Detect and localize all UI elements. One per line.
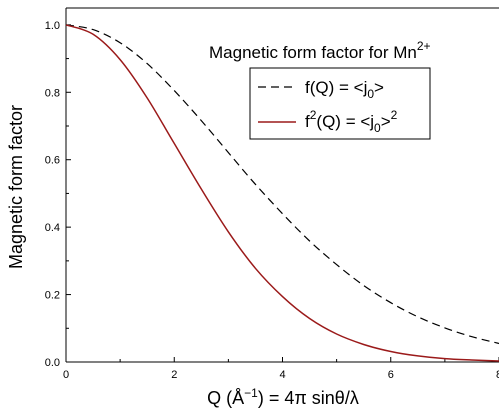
y-tick-label: 0.2 bbox=[45, 290, 60, 302]
legend: Magnetic form factor for Mn2+ f(Q) = <j0… bbox=[209, 39, 431, 140]
legend-title: Magnetic form factor for Mn2+ bbox=[209, 39, 431, 62]
axes: 0.0 0.2 0.4 0.6 0.8 1.0 0 2 4 6 8 bbox=[45, 7, 499, 381]
x-tick-label: 2 bbox=[171, 369, 177, 381]
series-line-f2 bbox=[65, 24, 499, 362]
x-tick-label: 4 bbox=[279, 369, 285, 381]
legend-box bbox=[249, 67, 431, 140]
legend-label-f: f(Q) = <j0> bbox=[305, 78, 384, 101]
y-tick-label: 1.0 bbox=[45, 20, 60, 32]
x-tick-label: 6 bbox=[388, 369, 394, 381]
series-line-f bbox=[65, 24, 499, 345]
x-tick-label: 8 bbox=[496, 369, 499, 381]
y-tick-label: 0.4 bbox=[45, 222, 60, 234]
legend-label-f2: f2(Q) = <j0>2 bbox=[305, 108, 398, 135]
y-tick-label: 0.8 bbox=[45, 87, 60, 99]
y-axis-title: Magnetic form factor bbox=[6, 105, 26, 269]
y-tick-label: 0.0 bbox=[45, 357, 60, 369]
series-layer bbox=[65, 24, 499, 362]
x-tick-label: 0 bbox=[63, 369, 69, 381]
y-tick-label: 0.6 bbox=[45, 155, 60, 167]
x-axis-title: Q (Å−1) = 4π sinθ/λ bbox=[207, 386, 359, 408]
